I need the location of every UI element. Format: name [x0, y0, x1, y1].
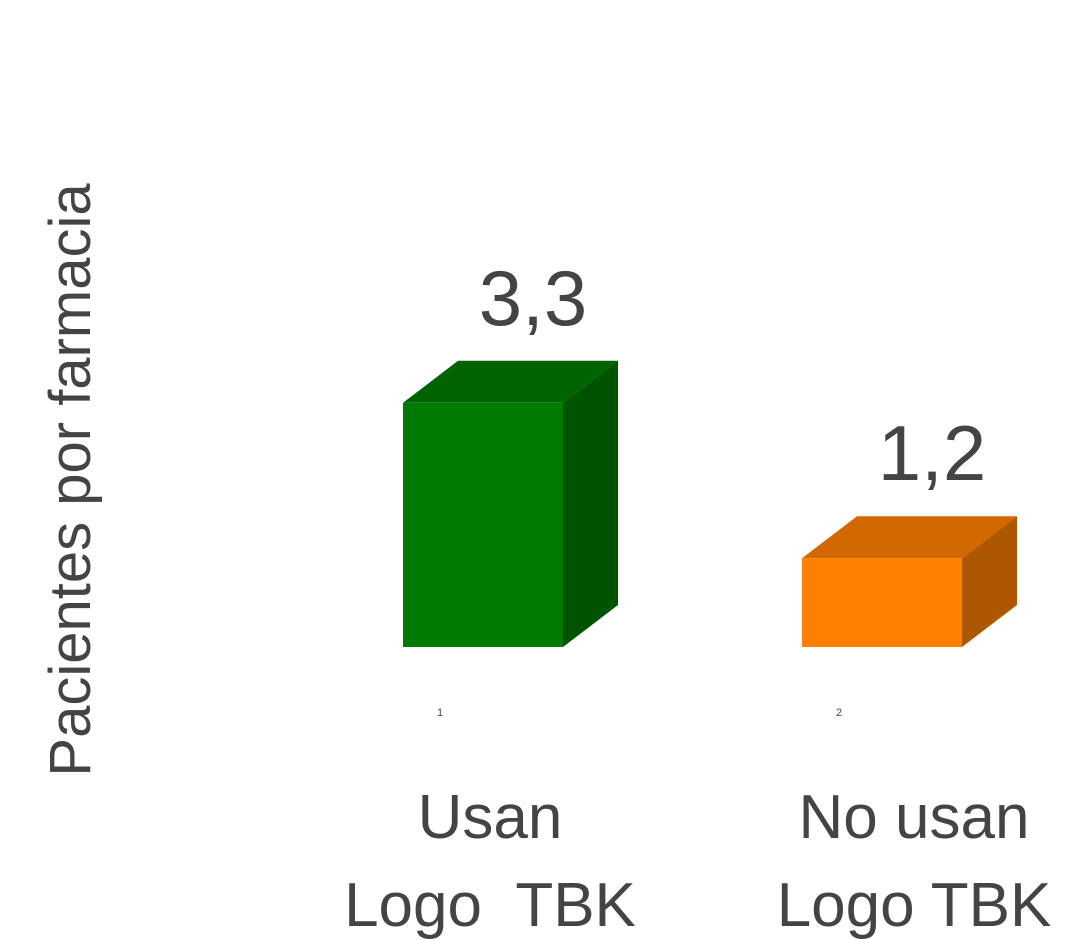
category-label: Logo TBK [777, 871, 1052, 940]
x-tick-label: 2 [836, 707, 842, 719]
value-label: 3,3 [479, 254, 587, 342]
bar [802, 558, 962, 647]
category-label: No usan [799, 783, 1030, 852]
bar-side [563, 360, 618, 647]
category-label: Logo TBK [344, 871, 636, 940]
y-axis-label: Pacientes por farmacia [38, 183, 103, 777]
bar [403, 402, 563, 647]
bar-side [962, 516, 1017, 647]
value-label: 1,2 [878, 409, 986, 497]
category-label: Usan [418, 783, 563, 852]
bar-top [403, 360, 618, 403]
x-tick-label: 1 [437, 707, 443, 719]
bar-top [802, 516, 1017, 559]
